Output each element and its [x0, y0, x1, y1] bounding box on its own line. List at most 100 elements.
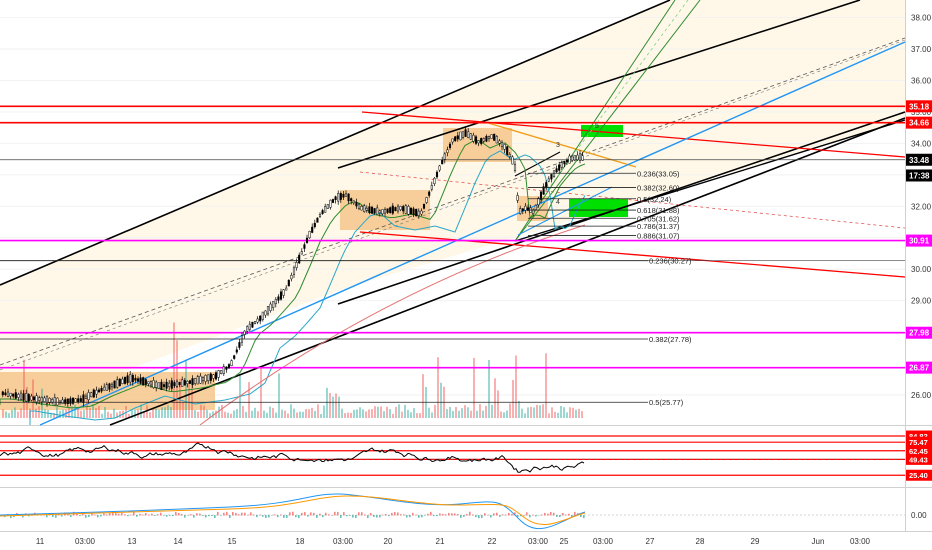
macd-histogram-bar: [397, 512, 399, 516]
volume-bar: [8, 413, 10, 418]
candle-body: [282, 289, 285, 296]
volume-bar: [530, 406, 532, 418]
volume-bar: [554, 411, 556, 418]
macd-histogram-bar: [529, 515, 531, 518]
candle-body: [277, 296, 280, 301]
candle-body: [508, 154, 511, 158]
candle-body: [493, 133, 496, 141]
volume-bar: [95, 408, 97, 418]
candle-body: [165, 381, 168, 389]
macd-histogram-bar: [511, 514, 513, 516]
volume-bar: [326, 387, 328, 418]
candle-body: [303, 244, 306, 249]
candle-body: [412, 208, 415, 216]
candle-body: [495, 136, 498, 144]
volume-bar: [353, 409, 355, 418]
price-badge[interactable]: [906, 100, 932, 113]
volume-bar: [116, 412, 118, 418]
volume-bar: [563, 407, 565, 418]
candle-body: [537, 197, 540, 206]
volume-bar: [374, 406, 376, 418]
blue-short-line[interactable]: [517, 186, 613, 236]
volume-bar: [257, 411, 259, 418]
candle-body: [454, 136, 457, 141]
time-axis[interactable]: 11 03:00 13 14 15 18 03:00 20 21 22 03:00 25 03:00 27…: [36, 537, 871, 546]
candle-body: [318, 214, 322, 217]
channel-upper-line[interactable]: [0, 0, 671, 286]
price-candles[interactable]: [1, 126, 584, 407]
candle-body: [581, 155, 584, 161]
target-box: [569, 199, 628, 217]
red-dashed-line[interactable]: [359, 171, 906, 229]
volume-bar: [488, 359, 490, 418]
candle-body: [264, 310, 267, 316]
volume-bar: [458, 410, 460, 418]
volume-bar: [440, 382, 442, 418]
candle-body: [456, 135, 459, 140]
volume-bar: [71, 406, 73, 418]
macd-histogram-bar: [67, 514, 69, 516]
volume-bar: [278, 373, 280, 418]
candle-body: [563, 160, 566, 164]
volume-bar: [494, 378, 496, 418]
macd-histogram-bar: [307, 515, 309, 517]
macd-histogram-bar: [430, 511, 432, 516]
macd-histogram-bar: [292, 511, 294, 516]
volume-bar: [23, 359, 25, 418]
channel-median-dashed[interactable]: [0, 37, 906, 366]
macd-histogram-bar: [139, 513, 141, 516]
volume-bar: [578, 408, 580, 418]
channel-mid-line[interactable]: [337, 0, 861, 169]
volume-bar: [227, 412, 229, 418]
volume-bar: [155, 408, 157, 418]
macd-histogram-bar: [433, 515, 435, 517]
macd-histogram-bar: [415, 514, 417, 516]
price-badge[interactable]: [906, 326, 932, 339]
macd-histogram-bar: [268, 515, 270, 518]
fib-retracement[interactable]: 0.236(33.05) 0.382(32.60) 0.5(32.24) 0.618(…: [0, 123, 692, 407]
volume-bar: [524, 413, 526, 418]
candle-body: [305, 237, 309, 243]
time-tick-label: 28: [696, 537, 705, 546]
macd-histogram-bar: [472, 514, 474, 516]
channel-median-dashed[interactable]: [0, 39, 906, 371]
price-badge[interactable]: [906, 116, 932, 129]
candle-body: [84, 395, 88, 400]
candle-body: [82, 394, 85, 403]
green-fan-line[interactable]: [514, 0, 676, 242]
candle-body: [149, 381, 153, 386]
macd-histogram-bar: [574, 511, 576, 516]
candle-body: [516, 195, 519, 201]
volume-bar: [251, 410, 253, 418]
candle-body: [360, 206, 363, 211]
volume-bar: [401, 411, 403, 418]
candle-body: [480, 138, 483, 144]
volume-bar: [512, 380, 514, 418]
candle-body: [321, 210, 324, 214]
volume-bar: [83, 410, 85, 418]
support-line[interactable]: [109, 117, 906, 426]
macd-histogram-bar: [325, 512, 327, 516]
volume-bar: [308, 409, 310, 418]
support-line[interactable]: [514, 119, 906, 242]
volume-bar: [356, 409, 358, 418]
red-trend-line[interactable]: [361, 111, 906, 158]
volume-bar: [176, 340, 178, 418]
wave-label: 4: [556, 199, 560, 206]
price-badge[interactable]: [906, 153, 932, 166]
price-badge[interactable]: [906, 361, 932, 374]
price-axis[interactable]: 38.0037.0036.0035.0034.0033.0032.0031.00…: [906, 14, 932, 400]
candle-body: [214, 372, 218, 380]
candle-body: [12, 393, 15, 397]
macd-histogram-bar: [319, 513, 321, 516]
rsi-badge: [906, 445, 932, 457]
candle-body: [45, 396, 49, 404]
price-badge[interactable]: [906, 169, 932, 182]
macd-histogram-bar: [493, 513, 495, 516]
price-badge[interactable]: [906, 234, 932, 247]
volume-bar: [392, 413, 394, 418]
candle-body: [365, 207, 368, 211]
red-trend-line[interactable]: [359, 231, 906, 278]
candle-body: [110, 383, 114, 388]
